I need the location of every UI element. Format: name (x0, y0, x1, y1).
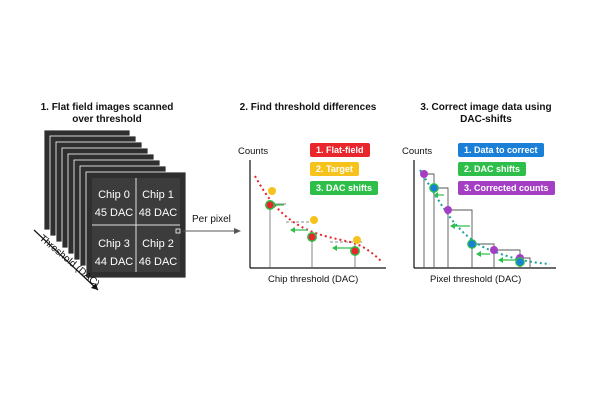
panel3-legend-corrected-counts: 3. Corrected counts (458, 181, 555, 195)
chip1-name: Chip 1 (142, 189, 174, 201)
chip2-dac: 46 DAC (139, 256, 178, 268)
corrected-point (420, 170, 428, 178)
panel3-legend-dac-shifts: 2. DAC shifts (458, 162, 527, 176)
panel2-legend-flat-field: 1. Flat-field (310, 143, 370, 157)
dac-shift-arrowhead (498, 257, 503, 263)
corrected-fit-curve (419, 169, 551, 265)
flat-field-point (307, 232, 317, 242)
chip0-name: Chip 0 (98, 189, 130, 201)
corrected-point (444, 206, 452, 214)
chip3-dac: 44 DAC (95, 256, 134, 268)
panel1-heading: 1. Flat field images scanned over thresh… (22, 102, 192, 126)
target-point (268, 187, 276, 195)
panel3-legend-data-to-correct: 1. Data to correct (458, 143, 544, 157)
panel3-y-label: Counts (402, 146, 433, 157)
panel3-heading: 3. Correct image data using DAC-shifts (396, 102, 576, 126)
panel1-heading-line2: over threshold (72, 114, 142, 125)
panel3-heading-line2: DAC-shifts (460, 114, 512, 125)
flat-field-point (350, 246, 360, 256)
panel2-y-label: Counts (238, 146, 269, 157)
dac-shift-arrowhead (450, 223, 455, 229)
data-point (467, 239, 477, 249)
per-pixel-arrowhead (234, 228, 241, 234)
target-point (353, 236, 361, 244)
chip-grid: Chip 0 45 DAC Chip 1 48 DAC Chip 3 44 DA… (92, 178, 181, 272)
data-point (515, 257, 525, 267)
chip3-name: Chip 3 (98, 238, 130, 250)
dac-shift-arrowhead (290, 227, 295, 233)
panel2-heading: 2. Find threshold differences (239, 102, 377, 113)
panel3-heading-line1: 3. Correct image data using (420, 102, 552, 113)
chip1-dac: 48 DAC (139, 207, 178, 219)
dac-shift-arrowhead (434, 192, 438, 198)
threshold-axis-arrow (33, 229, 99, 291)
per-pixel-label: Per pixel (192, 214, 231, 225)
selected-pixel-marker (175, 228, 181, 234)
panel1-heading-line1: 1. Flat field images scanned (40, 102, 174, 113)
panel2-legend-dac-shifts: 3. DAC shifts (310, 181, 379, 195)
target-point (310, 216, 318, 224)
chip2-name: Chip 2 (142, 238, 174, 250)
dac-shift-arrowhead (332, 245, 337, 251)
dac-shift-arrowhead (476, 251, 481, 257)
panel3-x-label: Pixel threshold (DAC) (430, 274, 522, 285)
chip0-dac: 45 DAC (95, 207, 134, 219)
data-point (429, 183, 439, 193)
corrected-point (490, 246, 498, 254)
threshold-axis-arrowhead (91, 283, 98, 290)
panel2-legend-target: 2. Target (310, 162, 359, 176)
panel2-x-label: Chip threshold (DAC) (268, 274, 359, 285)
flat-field-point (265, 200, 275, 210)
